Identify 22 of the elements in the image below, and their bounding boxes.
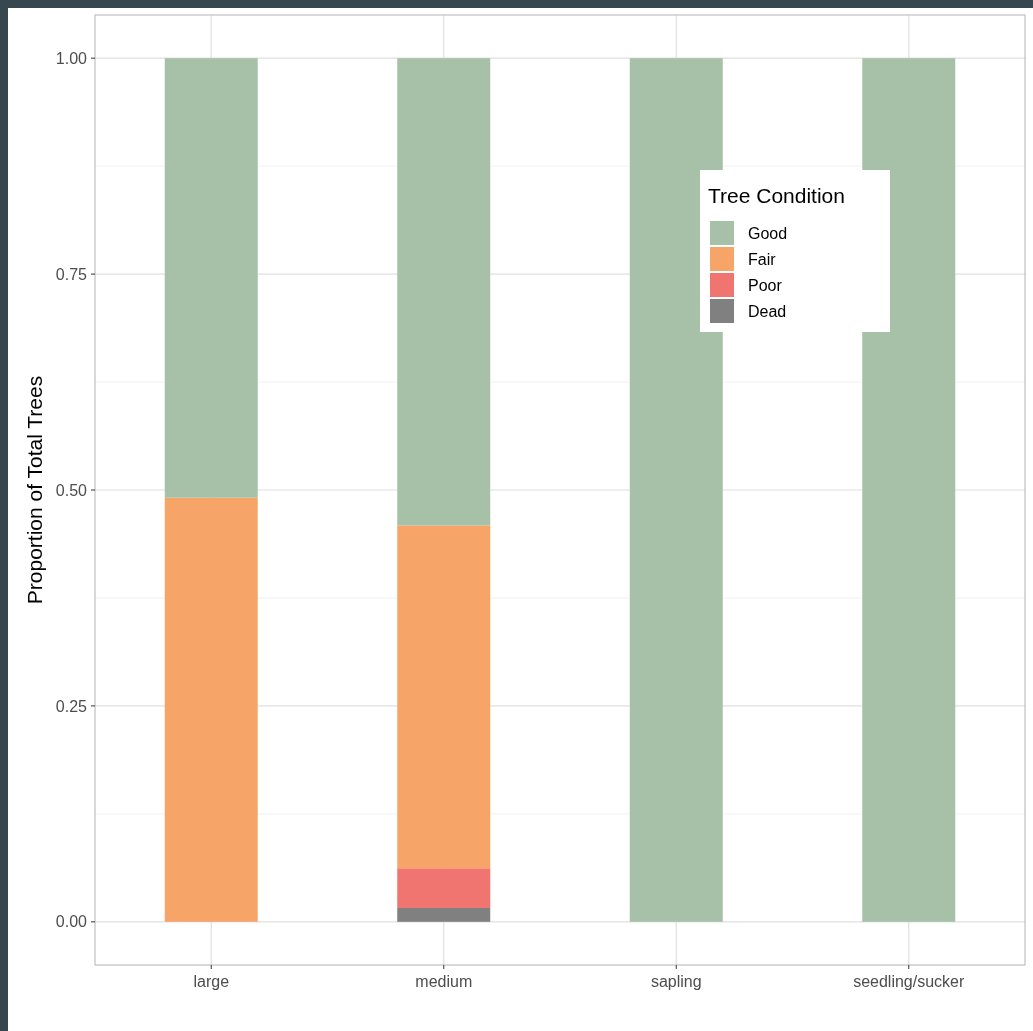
legend-label: Poor bbox=[748, 276, 783, 294]
y-tick-label: 0.75 bbox=[55, 265, 88, 283]
bar bbox=[397, 58, 491, 526]
bar bbox=[862, 58, 956, 922]
x-tick-label: medium bbox=[415, 973, 473, 990]
bar bbox=[397, 908, 491, 922]
bar bbox=[164, 497, 258, 922]
x-tick-label: seedling/sucker bbox=[853, 973, 966, 990]
y-tick-label: 0.50 bbox=[55, 481, 88, 499]
y-axis-title: Proportion of Total Trees bbox=[23, 375, 46, 605]
legend-label: Fair bbox=[748, 250, 777, 268]
y-tick-label: 1.00 bbox=[55, 49, 88, 67]
y-tick-label: 0.25 bbox=[55, 697, 88, 715]
bar bbox=[397, 868, 491, 908]
bar bbox=[397, 525, 491, 869]
legend-label: Good bbox=[748, 224, 788, 242]
y-tick-label: 0.00 bbox=[55, 913, 88, 931]
bar bbox=[164, 58, 258, 498]
legend-label: Dead bbox=[748, 302, 787, 320]
x-tick-label: sapling bbox=[650, 973, 702, 990]
x-tick-label: large bbox=[193, 973, 230, 990]
legend-title: Tree Condition bbox=[708, 184, 845, 207]
